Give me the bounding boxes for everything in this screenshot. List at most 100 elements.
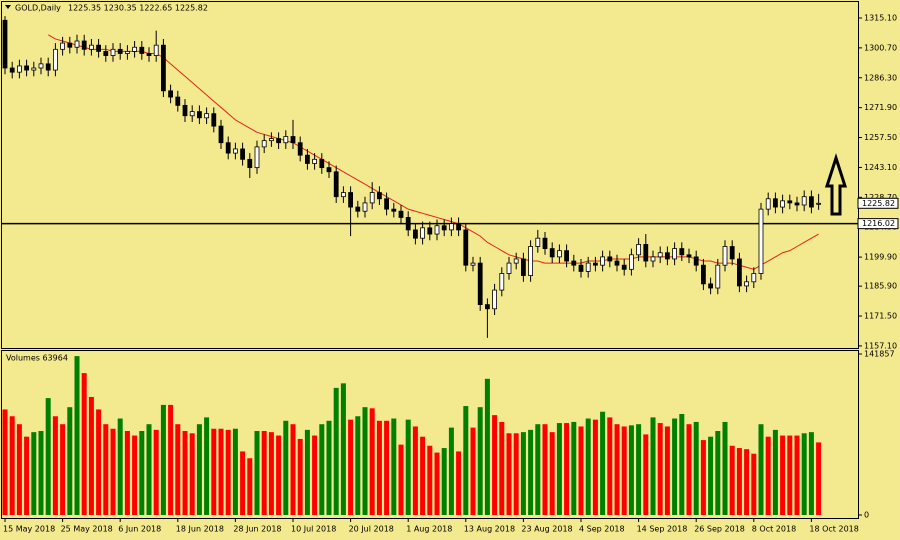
candle-body [801, 196, 807, 206]
candle-body [499, 273, 505, 291]
volume-bar [312, 435, 318, 515]
candle-body [484, 304, 490, 310]
volume-bar [686, 424, 692, 515]
x-tick-label: 10 Jul 2018 [291, 525, 336, 534]
x-tick-label: 6 Jun 2018 [118, 525, 161, 534]
menu-icon[interactable] [5, 5, 11, 9]
candle-body [333, 171, 339, 198]
volume-bar [628, 425, 634, 515]
volume-bar [556, 423, 562, 515]
volume-bar [621, 426, 627, 515]
volume-bar [326, 420, 332, 515]
volume-bar [736, 448, 742, 515]
volume-bar [528, 429, 534, 515]
candle-body [535, 237, 541, 247]
candle-body [9, 67, 15, 73]
volume-bar [780, 435, 786, 515]
volume-bar [117, 418, 123, 515]
candle-body [60, 42, 65, 50]
candle-body [751, 273, 757, 283]
volume-bar [189, 433, 195, 515]
candle-body [189, 111, 195, 117]
y-tick-label: 1199.90 [864, 253, 897, 262]
x-tick-label: 15 May 2018 [3, 525, 55, 534]
candle-body [2, 19, 8, 69]
candle-body [679, 248, 685, 256]
volume-bar [24, 436, 30, 515]
y-tick-label: 1243.10 [864, 163, 897, 172]
candle-body [816, 202, 821, 205]
volume-bar [470, 427, 476, 515]
x-tick-label: 18 Oct 2018 [809, 525, 858, 534]
candle-body [564, 250, 569, 262]
candle-body [470, 262, 476, 266]
candle-body [737, 258, 742, 287]
volume-bar [103, 424, 109, 515]
volume-bar [283, 420, 289, 515]
candle-body [787, 200, 793, 204]
candle-body [765, 198, 771, 210]
volume-bar [153, 429, 159, 515]
candle-body [132, 46, 138, 52]
y-tick-label: 1300.70 [864, 43, 897, 52]
candle-body [463, 229, 469, 266]
candle-body [125, 50, 130, 54]
volume-bar [333, 387, 339, 515]
candle-body [629, 254, 634, 270]
volume-bar [636, 424, 642, 515]
candle-body [276, 138, 282, 144]
candle-body [744, 281, 749, 287]
volume-bar [391, 418, 397, 515]
chart-title: GOLD,Daily [15, 4, 61, 13]
y-tick-label: 1171.50 [864, 312, 897, 321]
x-tick-label: 26 Sep 2018 [694, 525, 745, 534]
volume-bar [139, 431, 145, 515]
volume-bar [240, 451, 246, 515]
volume-bar [787, 435, 793, 515]
candle-body [74, 40, 80, 48]
volume-bar [261, 431, 267, 515]
volume-bar [578, 426, 584, 515]
candle-body [420, 227, 426, 239]
candle-body [456, 223, 462, 231]
candle-body [319, 158, 325, 169]
volume-bar [60, 424, 66, 515]
candle-body [412, 229, 418, 239]
candle-body [578, 264, 584, 272]
volume-bar [484, 378, 490, 515]
up-arrow-annotation [824, 153, 848, 216]
candle-body [110, 48, 116, 56]
volume-bar [160, 404, 166, 515]
y-tick-label: 1257.50 [864, 133, 897, 142]
volume-bar [520, 432, 526, 515]
candle-body [89, 44, 94, 50]
candle-body [477, 262, 483, 306]
candle-body [153, 44, 159, 56]
candle-body [31, 67, 37, 71]
candle-body [24, 65, 30, 71]
candle-body [81, 40, 87, 50]
candle-body [391, 208, 397, 212]
candle-body [492, 289, 498, 310]
volume-bar [614, 424, 620, 515]
candle-body [427, 227, 433, 235]
level-label-box [857, 218, 899, 230]
volume-bar [549, 432, 555, 515]
volume-bar [67, 407, 73, 515]
x-tick-label: 23 Aug 2018 [521, 525, 572, 534]
y-tick-label: 1228.70 [864, 193, 897, 202]
volume-bar [448, 427, 454, 515]
volume-bar [607, 417, 613, 515]
volume-bar [304, 429, 310, 515]
candle-body [441, 225, 447, 231]
candle-body [434, 225, 440, 235]
candle-body [614, 260, 620, 266]
x-tick-label: 4 Sep 2018 [579, 525, 625, 534]
volume-bar [88, 396, 94, 515]
volume-bar [592, 419, 598, 515]
candle-body [521, 258, 526, 276]
candle-body [182, 104, 188, 117]
candle-body [636, 244, 641, 256]
volume-bar [355, 416, 361, 515]
candle-body [665, 252, 670, 260]
